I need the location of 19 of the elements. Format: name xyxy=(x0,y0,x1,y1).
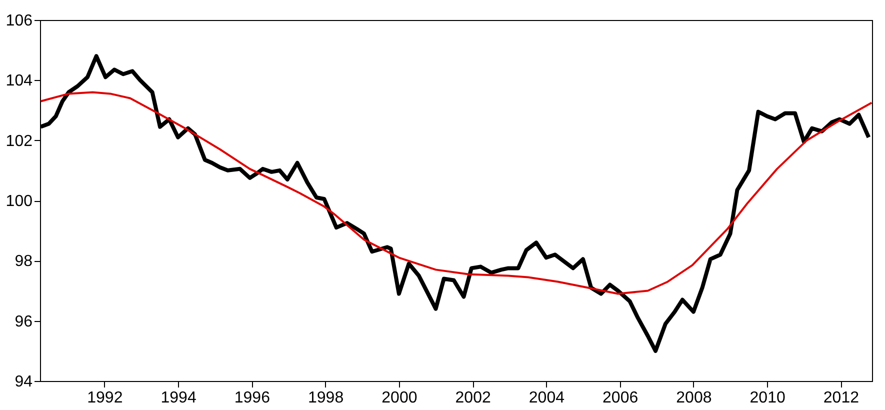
y-tick-label: 94 xyxy=(14,374,33,390)
x-tick-label: 2012 xyxy=(823,390,860,406)
x-tick-label: 2002 xyxy=(455,390,491,406)
y-tick-label: 102 xyxy=(6,132,33,150)
x-tick-label: 1998 xyxy=(308,390,344,406)
x-tick-label: 1994 xyxy=(160,390,196,406)
y-tick-label: 106 xyxy=(6,12,33,30)
line-series xyxy=(40,91,873,295)
x-tick-label: 2000 xyxy=(382,390,418,406)
y-tick-label: 98 xyxy=(14,253,33,270)
x-tick-label: 1992 xyxy=(87,390,123,406)
y-tick-label: 100 xyxy=(6,193,33,210)
x-tick-label: 2010 xyxy=(750,390,786,406)
x-tick-label: 2004 xyxy=(528,390,565,406)
y-tick-label: 96 xyxy=(14,313,33,330)
y-tick-label: 104 xyxy=(6,72,33,90)
x-tick-label: 1996 xyxy=(234,390,270,406)
x-tick-label: 2006 xyxy=(602,390,638,406)
x-tick-label: 2008 xyxy=(676,390,712,406)
